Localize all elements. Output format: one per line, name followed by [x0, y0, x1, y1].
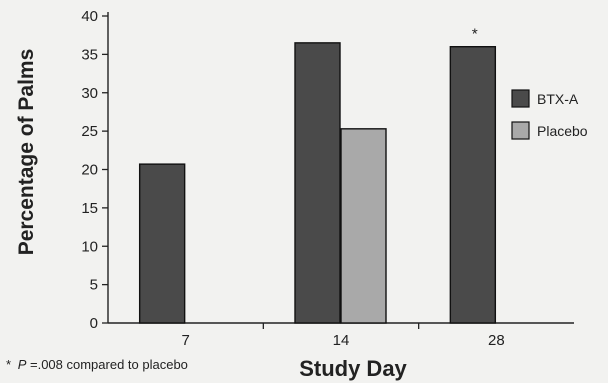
y-tick-label: 15	[81, 200, 98, 217]
footnote-text: =.008 compared to placebo	[30, 357, 188, 372]
bar-btx-a-day-28	[449, 46, 497, 324]
legend: BTX-A Placebo	[511, 89, 588, 140]
annotations: *	[472, 26, 478, 43]
x-axis: 7 14 28	[108, 322, 574, 349]
x-axis-title: Study Day	[299, 356, 407, 381]
y-tick-label: 20	[81, 162, 98, 179]
y-tick-label: 10	[81, 238, 98, 255]
y-tick-label: 25	[81, 123, 98, 140]
y-axis: 0 5 10 15 20 25 30 35 40	[81, 8, 109, 332]
legend-label: Placebo	[537, 123, 588, 139]
footnote-p-symbol: P	[18, 357, 27, 372]
x-tick-label: 28	[488, 332, 505, 349]
y-tick-label: 35	[81, 46, 98, 63]
bar-placebo-day-14	[340, 128, 387, 324]
legend-swatch-placebo	[511, 121, 530, 140]
bar-btx-a-day-7	[138, 163, 186, 324]
y-tick-label: 40	[81, 8, 98, 25]
y-tick-label: 0	[90, 315, 98, 332]
bars	[138, 42, 497, 324]
legend-label: BTX-A	[537, 91, 579, 107]
significance-marker: *	[472, 26, 478, 43]
bar-btx-a-day-14	[294, 42, 341, 324]
y-tick-label: 5	[90, 277, 98, 294]
y-axis-title: Percentage of Palms	[15, 49, 38, 256]
legend-swatch-btx-a	[511, 89, 530, 108]
footnote-marker: *	[6, 357, 11, 372]
y-tick-label: 30	[81, 85, 98, 102]
footnote: * P =.008 compared to placebo	[6, 357, 188, 372]
x-tick-label: 14	[333, 332, 350, 349]
x-tick-label: 7	[181, 332, 189, 349]
